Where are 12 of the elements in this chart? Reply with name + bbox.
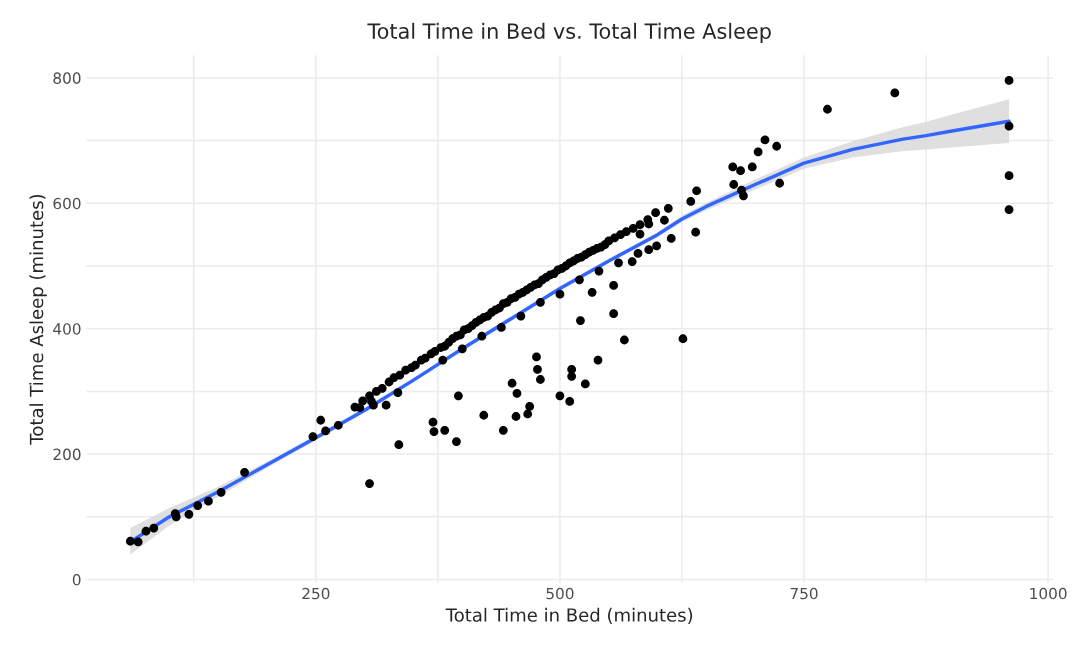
y-tick-label: 400 bbox=[53, 323, 81, 335]
x-tick-label: 250 bbox=[302, 587, 330, 600]
y-tick-label: 600 bbox=[53, 197, 81, 210]
y-tick-label: 200 bbox=[53, 448, 81, 461]
y-axis-title: Total Time Asleep (minutes) bbox=[29, 194, 47, 445]
y-tick-label: 800 bbox=[53, 72, 81, 84]
chart-title: Total Time in Bed vs. Total Time Asleep bbox=[367, 22, 771, 43]
x-tick-label: 1000 bbox=[1030, 587, 1067, 600]
x-axis-title: Total Time in Bed (minutes) bbox=[445, 607, 693, 624]
y-tick-label: 0 bbox=[72, 573, 81, 586]
x-tick-label: 500 bbox=[546, 587, 574, 600]
x-tick-label: 750 bbox=[790, 587, 818, 600]
